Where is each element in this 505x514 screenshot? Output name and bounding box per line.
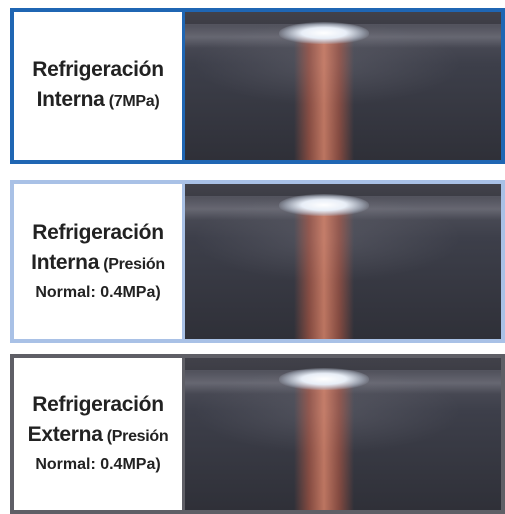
coolant-photo	[182, 358, 501, 510]
spark-flash	[279, 22, 370, 44]
label-line-2-small: (Presión	[102, 428, 169, 445]
photo-top-shadow	[185, 358, 501, 370]
coolant-beam	[294, 382, 355, 510]
label-line-3: Normal: 0.4MPa)	[35, 283, 161, 301]
spark-flash	[279, 368, 370, 390]
label-line-2: Interna (7MPa)	[37, 85, 160, 117]
label-line-2-main: Interna	[31, 250, 100, 274]
label-line-2: Interna (Presión	[31, 248, 165, 280]
panel-label: Refrigeración Interna (7MPa)	[14, 12, 182, 160]
coolant-beam	[294, 208, 355, 339]
coolant-photo	[182, 184, 501, 339]
spark-flash	[279, 194, 370, 216]
label-line-2-small: (Presión	[99, 255, 165, 273]
coolant-beam	[294, 36, 355, 160]
coolant-photo	[182, 12, 501, 160]
comparison-panel-internal-normal: Refrigeración Interna (Presión Normal: 0…	[10, 180, 505, 343]
label-line-2-main: Externa	[27, 423, 103, 446]
label-line-2-main: Interna	[36, 88, 105, 111]
label-line-1: Refrigeración	[32, 393, 164, 416]
label-line-1: Refrigeración	[32, 220, 164, 244]
label-line-2-small: (7MPa)	[104, 93, 160, 110]
panel-label: Refrigeración Externa (Presión Normal: 0…	[14, 358, 182, 510]
photo-top-shadow	[185, 184, 501, 196]
comparison-panel-external-normal: Refrigeración Externa (Presión Normal: 0…	[10, 354, 505, 514]
comparison-panel-internal-7mpa: Refrigeración Interna (7MPa)	[10, 8, 505, 164]
label-line-1: Refrigeración	[32, 58, 164, 81]
panel-label: Refrigeración Interna (Presión Normal: 0…	[14, 184, 182, 339]
photo-top-shadow	[185, 12, 501, 24]
label-line-3: Normal: 0.4MPa)	[35, 456, 161, 473]
label-line-2: Externa (Presión	[28, 420, 169, 452]
